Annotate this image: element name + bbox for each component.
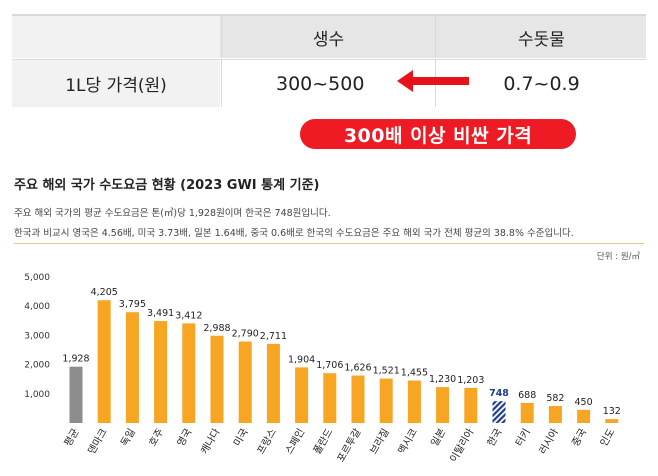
category-label: 스페인 bbox=[283, 427, 307, 457]
category-label: 포르투갈 bbox=[334, 426, 364, 464]
bar-9 bbox=[323, 373, 337, 423]
category-label: 브라질 bbox=[368, 427, 392, 457]
value-label: 3,491 bbox=[147, 308, 174, 319]
value-label: 1,928 bbox=[62, 354, 89, 365]
chart-description-2: 한국과 비교시 영국은 4.56배, 미국 3.73배, 일본 1.64배, 중… bbox=[14, 228, 574, 239]
bar-15 bbox=[492, 401, 506, 423]
price-callout-badge: 300배 이상 비싼 가격 bbox=[300, 119, 576, 149]
value-label: 1,706 bbox=[316, 360, 343, 371]
category-label: 러시아 bbox=[537, 427, 561, 457]
bar-7 bbox=[266, 343, 280, 423]
unit-label: 단위 : 원/㎥ bbox=[596, 252, 640, 262]
category-label: 독일 bbox=[118, 427, 138, 449]
divider-line bbox=[14, 243, 644, 244]
category-label: 영국 bbox=[175, 427, 195, 449]
value-label: 1,626 bbox=[344, 363, 371, 374]
bar-0 bbox=[69, 366, 83, 423]
bar-17 bbox=[548, 406, 562, 423]
chart-title: 주요 해외 국가 수도요금 현황 (2023 GWI 통계 기준) bbox=[14, 178, 320, 193]
bar-3 bbox=[154, 321, 168, 423]
bar-5 bbox=[210, 335, 224, 423]
bar-18 bbox=[577, 409, 591, 423]
category-label: 한국 bbox=[485, 427, 505, 449]
value-label: 3,795 bbox=[119, 299, 146, 310]
chart-description-1: 주요 해외 국가의 평균 수도요금은 톤(㎥)당 1,928원이며 한국은 74… bbox=[14, 208, 331, 219]
value-label: 748 bbox=[489, 388, 509, 399]
bar-4 bbox=[182, 323, 196, 423]
bar-11 bbox=[379, 378, 393, 423]
category-label: 호주 bbox=[147, 427, 167, 449]
category-label: 터키 bbox=[513, 427, 533, 449]
value-label: 2,790 bbox=[232, 329, 259, 340]
value-label: 1,521 bbox=[373, 366, 400, 377]
table-price-row: 1L당 가격(원) 300~500 0.7~0.9 bbox=[12, 59, 646, 107]
header-tap-water: 수돗물 bbox=[435, 16, 647, 58]
bar-12 bbox=[407, 380, 421, 423]
header-bottled-water: 생수 bbox=[221, 16, 435, 58]
value-label: 4,205 bbox=[91, 287, 118, 298]
y-tick-label: 3,000 bbox=[24, 331, 50, 341]
bar-13 bbox=[436, 387, 450, 423]
value-label: 1,230 bbox=[429, 374, 456, 385]
y-tick-label: 2,000 bbox=[24, 361, 50, 371]
bar-19 bbox=[605, 419, 619, 423]
row-label: 1L당 가격(원) bbox=[12, 60, 220, 107]
value-label: 582 bbox=[546, 393, 564, 404]
value-label: 3,412 bbox=[175, 310, 202, 321]
category-label: 캐나다 bbox=[198, 427, 222, 457]
bottled-water-price: 300~500 bbox=[221, 60, 434, 107]
value-label: 1,904 bbox=[288, 354, 315, 365]
value-label: 450 bbox=[575, 397, 593, 408]
bar-6 bbox=[238, 341, 252, 423]
price-comparison-table: 생수 수돗물 1L당 가격(원) 300~500 0.7~0.9 bbox=[12, 14, 646, 107]
category-label: 인도 bbox=[598, 427, 618, 449]
category-label: 평균 bbox=[62, 427, 82, 449]
category-label: 일본 bbox=[429, 427, 449, 449]
y-tick-label: 5,000 bbox=[24, 273, 50, 283]
value-label: 688 bbox=[518, 390, 536, 401]
value-label: 1,455 bbox=[401, 368, 428, 379]
water-rate-bar-chart: 1,000 2,000 3,000 4,000 5,000 1,928 4,2053,79… bbox=[24, 273, 621, 464]
category-label: 미국 bbox=[231, 427, 251, 449]
left-arrow-icon bbox=[397, 70, 469, 92]
category-label: 중국 bbox=[570, 427, 590, 449]
category-label: 폴란드 bbox=[311, 427, 335, 457]
table-header-row: 생수 수돗물 bbox=[12, 16, 646, 58]
category-label: 이탈리아 bbox=[447, 426, 477, 464]
value-label: 2,711 bbox=[260, 331, 287, 342]
bar-2 bbox=[125, 312, 139, 423]
category-label: 덴마크 bbox=[86, 427, 110, 457]
category-label: 멕시코 bbox=[396, 427, 420, 457]
value-label: 1,203 bbox=[457, 375, 484, 386]
category-label: 프랑스 bbox=[255, 427, 279, 457]
value-label: 2,988 bbox=[203, 323, 230, 334]
bar-1 bbox=[97, 300, 111, 423]
y-tick-label: 4,000 bbox=[24, 302, 50, 312]
bar-8 bbox=[295, 367, 309, 423]
bar-14 bbox=[464, 387, 478, 423]
y-tick-label: 1,000 bbox=[24, 390, 50, 400]
value-label: 132 bbox=[603, 406, 621, 417]
bar-16 bbox=[520, 402, 534, 423]
bar-10 bbox=[351, 375, 365, 423]
header-empty-cell bbox=[12, 16, 220, 58]
